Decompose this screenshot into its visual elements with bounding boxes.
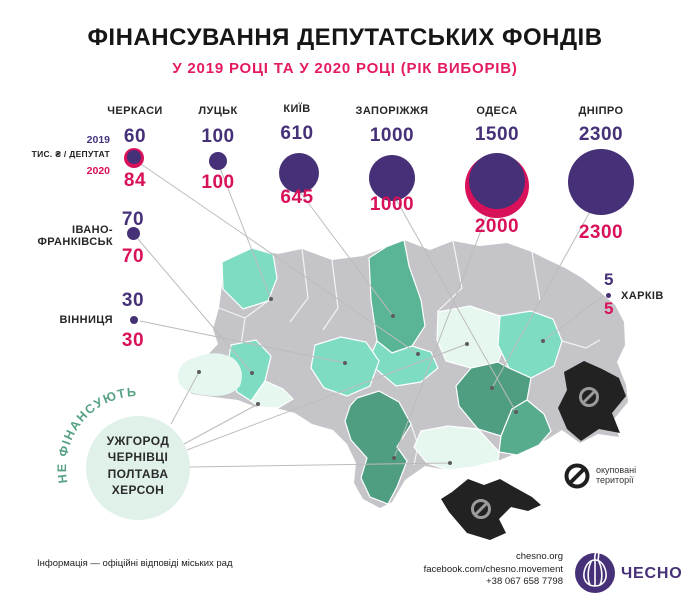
value-2020-dnipro: 2300 [578,222,624,243]
not-financed-city: УЖГОРОД [106,434,170,448]
region-zaporizhzhia [498,399,552,456]
value-2019-cherkasy: 60 [123,126,147,147]
bubble-2019-dnipro [568,149,634,215]
value-2020-lutsk: 100 [201,172,235,193]
connector-lines [137,163,604,468]
bubble-2019-vinnytsia [130,316,138,324]
chesno-wordmark: ЧЕСНО [621,565,683,582]
value-2020-ivano-frankivsk: 70 [121,246,145,267]
legend-occupied-label: окуповані території [596,465,637,485]
city-label-odesa: ОДЕСА [476,105,518,117]
region-poltava [436,305,507,369]
occupied-icons [471,387,599,519]
value-2020-cherkasy: 84 [123,170,147,191]
connector-dots [197,297,545,465]
facebook-link[interactable]: facebook.com/chesno.movement [423,563,563,575]
page-subtitle: У 2019 РОЦІ ТА У 2020 РОЦІ (РІК ВИБОРІВ) [172,60,518,77]
not-financed-city-list: УЖГОРОД ЧЕРНІВЦІ ПОЛТАВА ХЕРСОН [73,433,203,498]
value-2019-vinnytsia: 30 [121,290,145,311]
website-link[interactable]: chesno.org [515,551,563,562]
city-label-kyiv: КИЇВ [283,103,311,115]
region-crimea-occupied [441,479,541,540]
region-donbas-occupied [558,361,626,441]
not-financed-city: ПОЛТАВА [107,466,169,481]
map-regions [178,239,563,505]
region-chernivtsi [250,380,294,409]
bubble-2019-zaporizhzhia [369,155,415,201]
value-2019-lutsk: 100 [201,126,235,147]
bubble-2019-odesa [469,153,525,209]
axis-label-unit: ТИС. ₴ / ДЕПУТАТ [31,149,110,159]
legend-occupied-line2: території [596,474,634,485]
bubble-2019-ivano-frankivsk [127,227,140,240]
city-label-zaporizhzhia: ЗАПОРІЖЖЯ [355,105,429,117]
city-label-cherkasy: ЧЕРКАСИ [107,105,163,117]
city-label-kharkiv: ХАРКІВ [621,290,664,302]
chesno-logo-icon [575,545,615,593]
region-kyiv [368,239,426,354]
region-borders [218,240,601,466]
value-2020-kyiv: 645 [280,187,314,208]
city-label-ivano-frankivsk: ІВАНО-ФРАНКІВСЬК [37,224,113,248]
axis-label-2019: 2019 [86,134,110,146]
not-financed-circle [86,416,190,520]
not-financed-city: ХЕРСОН [111,482,165,497]
axis-label-2020: 2020 [86,165,110,177]
bubble-2019-lutsk [209,152,227,170]
region-zakarpattia [178,353,242,396]
value-2020-zaporizhzhia: 1000 [369,194,415,215]
legend-occupied-icon [564,463,590,489]
bubble-2019-kharkiv [606,293,611,298]
region-kharkiv [497,310,563,379]
city-label-vinnytsia: ВІННИЦЯ [59,314,113,326]
region-kherson [413,425,500,471]
value-2019-ivano-frankivsk: 70 [121,209,145,230]
bubble-2019-cherkasy [127,150,141,164]
value-2020-kharkiv: 5 [604,299,614,318]
city-label-lutsk: ЛУЦЬК [198,105,238,117]
bubble-2019-kyiv [279,153,319,193]
value-2019-zaporizhzhia: 1000 [369,125,415,146]
value-2020-odesa: 2000 [474,216,520,237]
page-title: ФІНАНСУВАННЯ ДЕПУТАТСЬКИХ ФОНДІВ [87,24,603,51]
value-2019-kyiv: 610 [280,123,314,144]
value-2019-kharkiv: 5 [604,270,614,289]
value-2019-odesa: 1500 [474,124,520,145]
legend-occupied-line1: окуповані [596,465,637,475]
value-2020-vinnytsia: 30 [121,330,145,351]
city-label-dnipro: ДНІПРО [578,105,624,117]
no-entry-icon [579,387,599,407]
region-odesa [344,390,412,505]
region-vinnytsia [310,336,380,397]
contact-block: chesno.org facebook.com/chesno.movement … [353,551,563,589]
value-2019-dnipro: 2300 [578,124,624,145]
source-note: Інформація — офіційні відповіді міських … [37,558,233,569]
no-entry-icon [471,499,491,519]
phone-number: +38 067 658 7798 [486,576,563,587]
not-financed-city: ЧЕРНІВЦІ [107,450,169,465]
region-volyn [221,247,278,310]
